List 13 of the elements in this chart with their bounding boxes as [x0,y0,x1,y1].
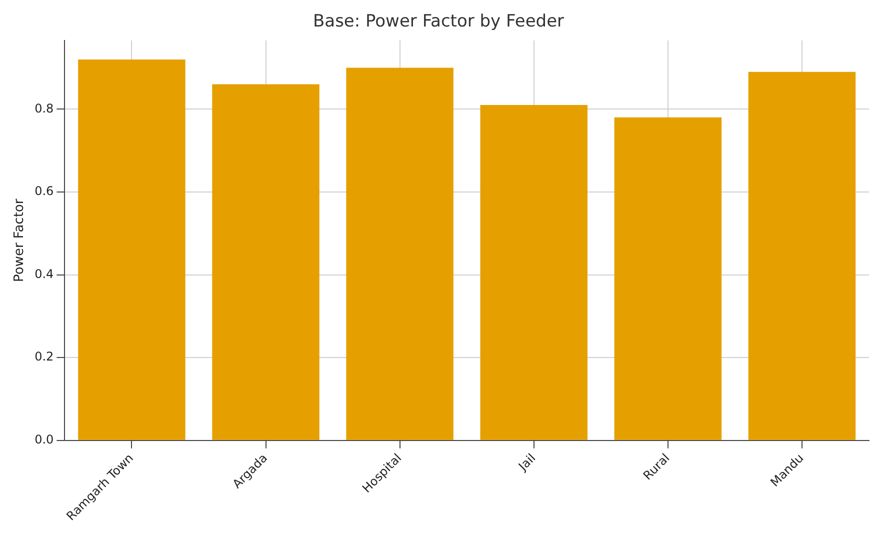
chart-title: Base: Power Factor by Feeder [312,12,564,32]
bar [480,104,588,440]
y-tick-label: 0.0 [34,432,54,447]
bar [346,68,454,440]
y-axis-title: Power Factor [12,198,28,282]
y-tick-label: 0.6 [34,184,54,198]
bar [614,117,722,440]
y-tick-label: 0.2 [34,350,54,364]
y-tick-label: 0.8 [34,101,54,116]
bar [78,59,186,440]
bar [748,72,856,440]
bar [212,84,320,440]
y-tick-label: 0.4 [34,266,54,281]
